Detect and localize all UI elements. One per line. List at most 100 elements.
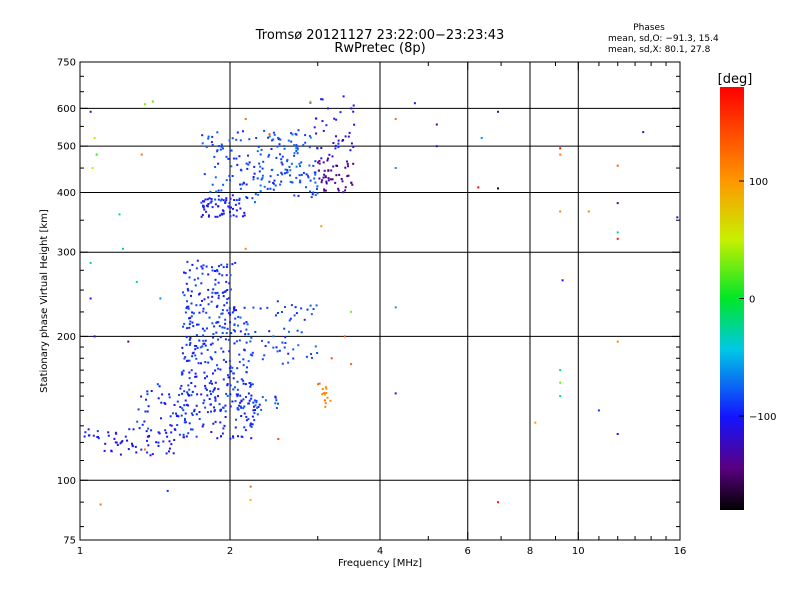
echo-point: [256, 413, 259, 416]
echo-point: [201, 299, 203, 302]
echo-point: [224, 290, 227, 293]
echo-point: [128, 428, 131, 431]
echo-point: [275, 156, 278, 159]
echo-point: [286, 160, 289, 163]
echo-point: [127, 448, 130, 451]
echo-point: [227, 157, 230, 160]
echo-point: [242, 358, 245, 361]
echo-point: [346, 162, 349, 165]
echo-point: [135, 451, 138, 454]
echo-point: [204, 344, 207, 347]
echo-point: [272, 188, 275, 191]
colorbar-tick-label: 0: [749, 295, 755, 306]
echo-point: [147, 444, 150, 447]
echo-point: [331, 155, 334, 158]
echo-point: [184, 412, 187, 415]
echo-point: [246, 167, 249, 170]
echo-point: [232, 157, 235, 160]
echo-point: [207, 361, 210, 364]
echo-point: [305, 173, 308, 176]
echo-point: [224, 318, 227, 321]
echo-point: [243, 348, 246, 351]
echo-point: [214, 351, 217, 354]
echo-point: [147, 435, 150, 438]
echo-point: [223, 291, 226, 293]
echo-point: [347, 165, 349, 168]
echo-point: [337, 142, 340, 145]
echo-point: [290, 140, 293, 143]
echo-point: [231, 400, 234, 403]
echo-point: [209, 356, 212, 359]
echo-point: [295, 133, 298, 136]
echo-point: [194, 284, 197, 287]
echo-point: [241, 435, 244, 438]
echo-point: [203, 342, 206, 345]
echo-point: [231, 366, 234, 369]
echo-point: [220, 312, 223, 315]
echo-point: [215, 190, 218, 193]
echo-point: [295, 176, 298, 179]
echo-point: [351, 183, 354, 186]
echo-point: [213, 325, 216, 328]
echo-point: [228, 307, 231, 310]
echo-point: [211, 135, 214, 138]
echo-point: [198, 311, 201, 314]
scatter-point: [89, 297, 92, 300]
echo-point: [195, 357, 198, 360]
echo-point: [134, 445, 137, 448]
echo-point: [247, 360, 250, 363]
echo-point: [214, 397, 217, 400]
echo-point: [269, 187, 272, 190]
echo-point: [308, 146, 311, 149]
echo-point: [196, 347, 199, 349]
echo-point: [170, 443, 173, 446]
echo-point: [232, 329, 235, 331]
echo-point: [238, 339, 241, 342]
echo-point: [243, 412, 246, 415]
echo-point: [165, 452, 168, 455]
echo-point: [227, 376, 230, 379]
scatter-point: [89, 110, 92, 113]
echo-point: [239, 187, 242, 190]
echo-point: [327, 107, 329, 110]
echo-point: [230, 165, 233, 168]
echo-point: [294, 306, 297, 309]
echo-point: [200, 362, 202, 365]
echo-point: [253, 399, 256, 402]
echo-point: [273, 179, 276, 182]
echo-point: [151, 453, 154, 456]
scatter-point: [93, 335, 96, 338]
echo-point: [312, 308, 315, 310]
echo-point: [228, 350, 231, 353]
echo-point: [325, 124, 328, 127]
echo-point: [327, 179, 330, 182]
echo-point: [132, 428, 135, 431]
echo-point: [184, 421, 187, 424]
echo-point: [206, 394, 209, 397]
echo-point: [210, 393, 212, 395]
echo-point: [304, 141, 307, 144]
echo-point: [157, 441, 160, 444]
echo-point: [214, 278, 217, 281]
echo-point: [179, 387, 182, 390]
echo-point: [236, 367, 239, 370]
echo-point: [224, 416, 227, 418]
scatter-point: [394, 392, 397, 395]
echo-point: [293, 144, 296, 147]
echo-point: [230, 149, 233, 152]
echo-point: [313, 177, 316, 180]
echo-point: [208, 214, 210, 217]
echo-point: [242, 181, 245, 184]
echo-point: [211, 266, 213, 269]
echo-point: [141, 423, 144, 426]
echo-point: [202, 205, 205, 208]
echo-point: [249, 382, 252, 384]
echo-point: [250, 425, 253, 428]
echo-point: [214, 283, 217, 286]
echo-point: [210, 198, 213, 200]
echo-point: [309, 101, 312, 104]
echo-point: [306, 308, 309, 311]
echo-point: [211, 342, 214, 345]
echo-point: [295, 150, 298, 152]
echo-point: [252, 306, 255, 309]
